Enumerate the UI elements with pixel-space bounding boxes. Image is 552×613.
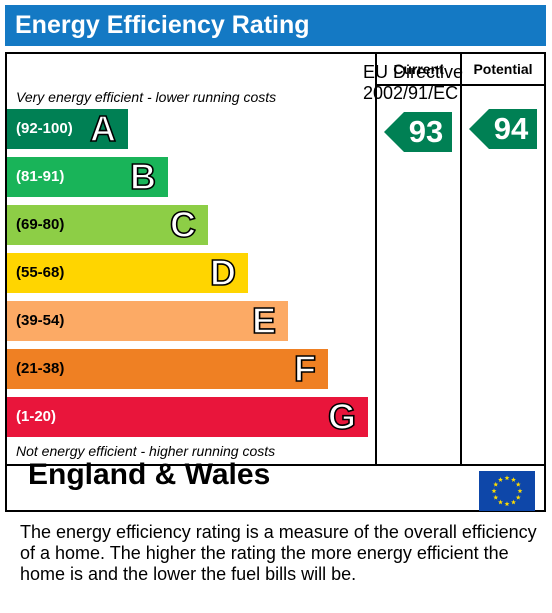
band-range-label: (21-38) [16, 360, 65, 377]
rating-chart: Current Potential Very energy efficient … [5, 52, 546, 512]
flag-star [511, 477, 516, 482]
band-letter: B [129, 156, 157, 198]
potential-rating-arrow: 94 [469, 109, 537, 149]
chart-title: Energy Efficiency Rating [5, 5, 546, 46]
potential-rating-value: 94 [493, 111, 529, 146]
band-letter: F [293, 348, 317, 390]
eu-directive: EU Directive 2002/91/EC [363, 62, 463, 104]
bottom-note: Not energy efficient - higher running co… [16, 443, 276, 459]
rating-band-g: (1-20) G [7, 396, 368, 438]
band-range-label: (1-20) [16, 408, 57, 425]
directive-line-2: 2002/91/EC [363, 83, 459, 103]
band-range-label: (81-91) [16, 168, 65, 185]
flag-star [515, 494, 521, 500]
current-rating-value: 93 [408, 114, 444, 149]
flag-star [515, 481, 521, 487]
band-range-label: (69-80) [16, 216, 65, 233]
eu-flag-icon [479, 471, 535, 511]
flag-star [517, 488, 523, 494]
band-letter: G [327, 396, 357, 438]
rating-band-b: (81-91) B [7, 156, 168, 198]
region-label: England & Wales [28, 458, 271, 491]
rating-band-f: (21-38) F [7, 348, 328, 390]
band-letter: D [209, 252, 237, 294]
band-range-label: (39-54) [16, 312, 65, 329]
flag-star [493, 481, 499, 487]
rating-band-e: (39-54) E [7, 300, 288, 342]
band-letter: C [169, 204, 197, 246]
description-text: The energy efficiency rating is a measur… [20, 522, 537, 584]
column-header-divider [375, 84, 544, 86]
top-note: Very energy efficient - lower running co… [16, 89, 277, 105]
directive-line-1: EU Directive [363, 62, 464, 82]
band-range-label: (92-100) [16, 120, 73, 137]
flag-star [504, 501, 510, 507]
rating-band-d: (55-68) D [7, 252, 248, 294]
band-letter: E [251, 300, 277, 342]
current-column-header: Current [393, 61, 444, 77]
current-rating-arrow: 93 [384, 112, 452, 152]
rating-band-a: (92-100) A [7, 108, 128, 150]
current-column-divider [375, 54, 377, 464]
flag-star [498, 477, 503, 482]
potential-column-divider [460, 54, 462, 464]
flag-star [493, 494, 499, 500]
flag-star [491, 488, 497, 494]
flag-star [498, 499, 503, 505]
flag-star [511, 499, 516, 505]
rating-band-c: (69-80) C [7, 204, 208, 246]
potential-column-header: Potential [473, 61, 533, 77]
footer-divider [7, 464, 544, 466]
band-letter: A [89, 108, 117, 150]
flag-star [504, 475, 510, 481]
band-range-label: (55-68) [16, 264, 65, 281]
